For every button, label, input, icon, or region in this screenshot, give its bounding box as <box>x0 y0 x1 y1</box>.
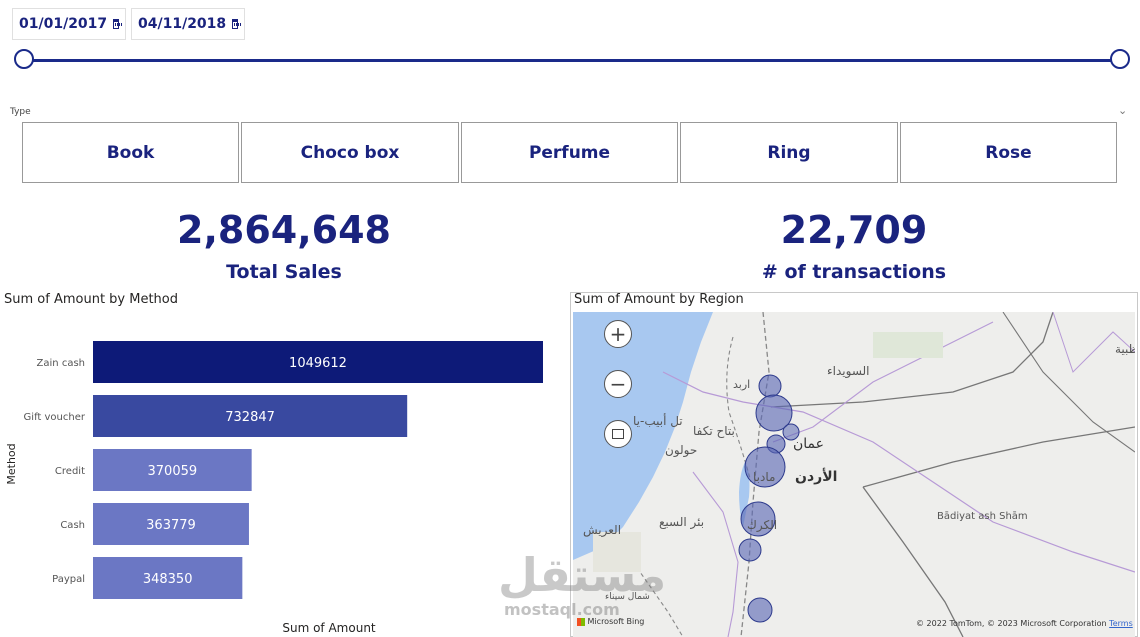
method-bar-chart: Zain cash 1049612 Gift voucher 732847 Credit… <box>5 341 543 635</box>
country-label: الأردن <box>795 469 838 485</box>
data-label: 732847 <box>225 410 275 425</box>
data-label: 348350 <box>143 572 193 587</box>
end-date-input[interactable]: 04/11/2018 <box>131 8 245 40</box>
type-option-perfume[interactable]: Perfume <box>461 122 678 183</box>
zoom-in-button[interactable]: + <box>604 320 632 348</box>
category-label: Paypal <box>52 574 85 585</box>
place-label: حولون <box>665 443 698 457</box>
watermark-arabic: مستقل <box>498 548 667 602</box>
lasso-select-icon <box>612 429 624 439</box>
data-label: 363779 <box>146 518 196 533</box>
type-option-book[interactable]: Book <box>22 122 239 183</box>
place-label: عمان <box>793 436 824 452</box>
lasso-select-button[interactable] <box>604 420 632 448</box>
transactions-value: 22,709 <box>780 208 928 252</box>
category-label: Gift voucher <box>24 412 86 423</box>
bar[interactable] <box>93 449 252 491</box>
data-label: 370059 <box>148 464 198 479</box>
type-option-rose[interactable]: Rose <box>900 122 1117 183</box>
bing-logo: Microsoft Bing <box>577 617 644 626</box>
date-range-track[interactable] <box>24 59 1120 62</box>
start-date-input[interactable]: 01/01/2017 <box>12 8 126 40</box>
map-title: Sum of Amount by Region <box>574 292 744 307</box>
bar[interactable] <box>93 395 408 437</box>
bar[interactable] <box>93 503 249 545</box>
start-date-value: 01/01/2017 <box>19 16 108 32</box>
end-date-value: 04/11/2018 <box>138 16 227 32</box>
region-bubble[interactable] <box>755 394 793 432</box>
place-label: Bādiyat ash Shām <box>937 511 1028 522</box>
region-bubble[interactable] <box>740 501 776 537</box>
region-bubble[interactable] <box>747 597 773 623</box>
region-bubble[interactable] <box>738 538 762 562</box>
place-label: مادبا <box>753 470 776 484</box>
attribution-text: © 2022 TomTom, © 2023 Microsoft Corporat… <box>916 619 1107 628</box>
category-label: Credit <box>55 466 85 477</box>
x-axis-title: Sum of Amount <box>282 621 376 635</box>
range-end-handle[interactable] <box>1110 49 1130 69</box>
region-bubbles <box>738 374 800 623</box>
map-canvas[interactable]: السويداء تل أبيب-يا بتاح تكفا حولون عمان… <box>573 312 1135 637</box>
watermark-latin: mostaql.com <box>504 600 620 619</box>
chevron-down-icon[interactable]: ⌄ <box>1118 104 1128 117</box>
transactions-label: # of transactions <box>761 261 947 283</box>
type-slicer-label: Type <box>10 107 31 117</box>
type-option-ring[interactable]: Ring <box>680 122 898 183</box>
bar[interactable] <box>93 557 243 599</box>
data-label: 1049612 <box>289 356 347 371</box>
place-label: ظبية <box>1115 342 1135 356</box>
place-label: تل أبيب-يا <box>633 414 683 428</box>
total-sales-label: Total Sales <box>226 261 342 283</box>
minus-icon: − <box>609 372 627 396</box>
category-label: Zain cash <box>37 358 85 369</box>
map-attribution: © 2022 TomTom, © 2023 Microsoft Corporat… <box>916 619 1133 628</box>
terms-link[interactable]: Terms <box>1109 619 1133 628</box>
place-label: شمال سيناء <box>605 592 650 602</box>
place-label: الكرك <box>747 518 778 532</box>
calendar-icon[interactable] <box>232 19 241 29</box>
place-label: اربد <box>733 378 751 391</box>
plus-icon: + <box>609 322 627 346</box>
region-bubble[interactable] <box>744 446 786 488</box>
category-label: Cash <box>60 520 85 531</box>
place-label: بتاح تكفا <box>693 424 735 438</box>
bar[interactable] <box>93 341 543 383</box>
zoom-out-button[interactable]: − <box>604 370 632 398</box>
region-bubble[interactable] <box>782 423 800 441</box>
place-label: السويداء <box>827 364 870 378</box>
bing-label: Microsoft Bing <box>587 617 645 626</box>
calendar-icon[interactable] <box>113 19 122 29</box>
region-bubble[interactable] <box>758 374 782 398</box>
bar-chart-title: Sum of Amount by Method <box>4 292 179 307</box>
place-label: بئر السبع <box>659 515 705 529</box>
y-axis-title: Method <box>5 443 18 484</box>
place-label: العريش <box>583 523 622 537</box>
range-start-handle[interactable] <box>14 49 34 69</box>
type-option-choco-box[interactable]: Choco box <box>241 122 459 183</box>
total-sales-value: 2,864,648 <box>177 208 391 252</box>
